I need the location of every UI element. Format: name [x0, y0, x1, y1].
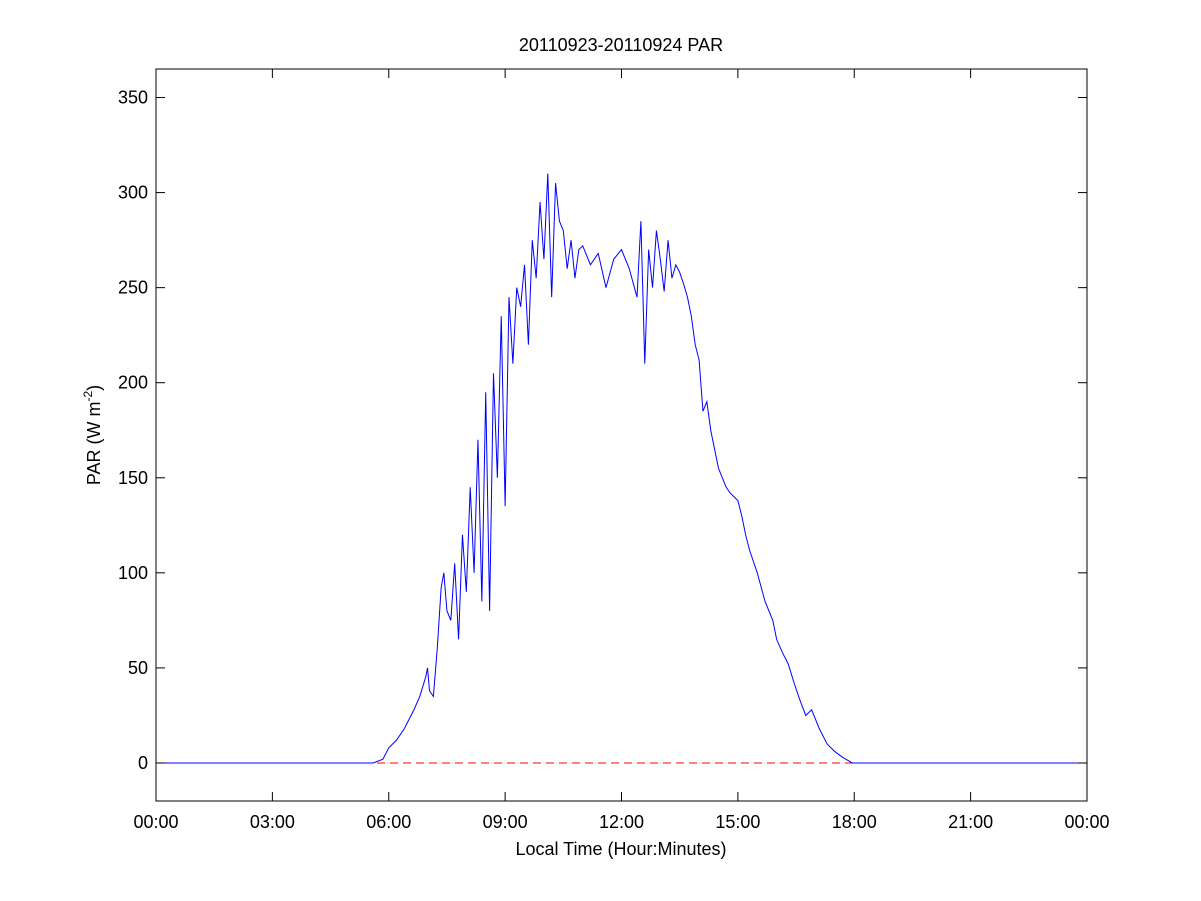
chart-title: 20110923-20110924 PAR	[519, 35, 723, 55]
y-tick-label: 350	[118, 88, 148, 108]
y-axis-label-close: )	[84, 385, 104, 391]
x-tick-label: 00:00	[133, 812, 178, 832]
x-tick-label: 18:00	[832, 812, 877, 832]
y-tick-label: 50	[128, 658, 148, 678]
plot-area: 00:00 03:00 06:00 09:00 12:00 15:00 18:00 21:00…	[118, 68, 1110, 832]
y-tick-label: 0	[138, 753, 148, 773]
y-tick-label: 300	[118, 183, 148, 203]
x-axis-label: Local Time (Hour:Minutes)	[515, 839, 726, 859]
x-tick-label: 03:00	[250, 812, 295, 832]
y-tick-label: 200	[118, 373, 148, 393]
y-axis-label-main: PAR (W m	[84, 402, 104, 486]
par-series-line	[156, 173, 1087, 764]
series-layer	[156, 173, 1087, 764]
y-tick-label: 250	[118, 278, 148, 298]
axes-frame	[155, 68, 1088, 802]
y-axis-label-superscript: -2	[81, 391, 95, 402]
x-tick-label: 00:00	[1064, 812, 1109, 832]
y-axis-label: PAR (W m-2)	[81, 385, 104, 485]
y-tick-label: 100	[118, 563, 148, 583]
x-tick-label: 06:00	[366, 812, 411, 832]
x-tick-label: 15:00	[715, 812, 760, 832]
x-tick-label: 12:00	[599, 812, 644, 832]
x-tick-label: 21:00	[948, 812, 993, 832]
x-tick-label: 09:00	[483, 812, 528, 832]
tick-layer: 00:00 03:00 06:00 09:00 12:00 15:00 18:00 21:00…	[118, 69, 1110, 832]
y-tick-label: 150	[118, 468, 148, 488]
